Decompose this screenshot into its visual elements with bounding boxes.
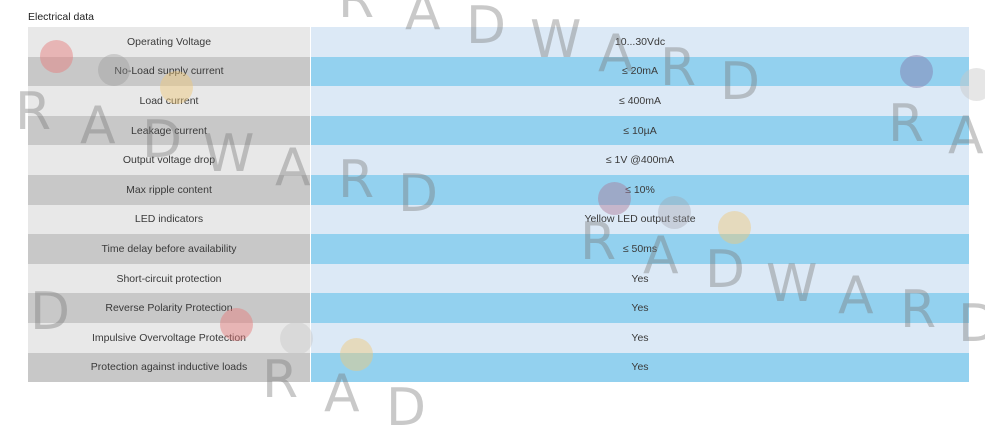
- electrical-data-table: Operating Voltage 10...30Vdc No-Load sup…: [28, 27, 969, 383]
- row-value: Yellow LED output state: [310, 204, 969, 235]
- table-row: Load current ≤ 400mA: [28, 86, 969, 116]
- row-value: ≤ 10%: [310, 174, 969, 205]
- table-row: Leakage current ≤ 10µA: [28, 115, 969, 146]
- row-value: Yes: [310, 263, 969, 294]
- row-value: 10...30Vdc: [310, 27, 969, 57]
- row-value: Yes: [310, 352, 969, 383]
- table-row: Operating Voltage 10...30Vdc: [28, 27, 969, 57]
- table-row: Short-circuit protection Yes: [28, 263, 969, 294]
- row-value: ≤ 20mA: [310, 56, 969, 87]
- row-label: No-Load supply current: [28, 56, 311, 87]
- row-label: Load current: [28, 86, 311, 116]
- row-value: ≤ 1V @400mA: [310, 145, 969, 175]
- row-label: Short-circuit protection: [28, 263, 311, 294]
- table-row: Impulsive Overvoltage Protection Yes: [28, 322, 969, 353]
- row-label: Operating Voltage: [28, 27, 311, 57]
- row-label: Output voltage drop: [28, 145, 311, 175]
- watermark-letter: D: [386, 378, 427, 438]
- section-title: Electrical data: [28, 11, 94, 23]
- row-label: LED indicators: [28, 204, 311, 235]
- table-row: LED indicators Yellow LED output state: [28, 204, 969, 235]
- table-row: Time delay before availability ≤ 50ms: [28, 234, 969, 264]
- table-row: No-Load supply current ≤ 20mA: [28, 56, 969, 87]
- table-row: Output voltage drop ≤ 1V @400mA: [28, 145, 969, 175]
- table-row: Max ripple content ≤ 10%: [28, 174, 969, 205]
- row-value: Yes: [310, 322, 969, 353]
- row-label: Protection against inductive loads: [28, 352, 311, 383]
- table-row: Reverse Polarity Protection Yes: [28, 293, 969, 323]
- row-label: Impulsive Overvoltage Protection: [28, 322, 311, 353]
- row-value: ≤ 400mA: [310, 86, 969, 116]
- table-row: Protection against inductive loads Yes: [28, 352, 969, 383]
- row-label: Max ripple content: [28, 174, 311, 205]
- watermark-letter: R: [338, 0, 375, 30]
- row-value: ≤ 10µA: [310, 115, 969, 146]
- row-value: Yes: [310, 293, 969, 323]
- row-label: Reverse Polarity Protection: [28, 293, 311, 323]
- row-label: Leakage current: [28, 115, 311, 146]
- row-label: Time delay before availability: [28, 234, 311, 264]
- row-value: ≤ 50ms: [310, 234, 969, 264]
